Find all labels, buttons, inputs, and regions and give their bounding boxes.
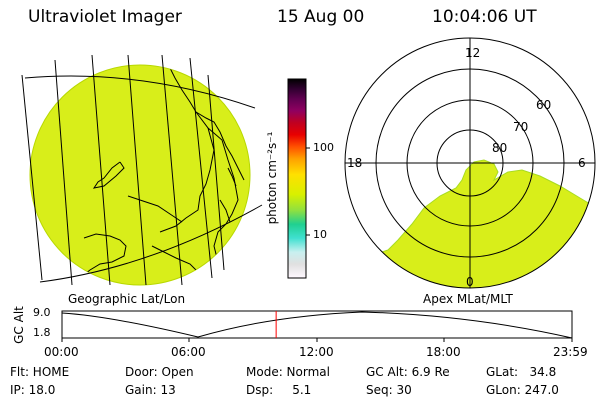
colorbar-gradient [287,78,307,279]
mlt-label-bottom: 0 [466,275,474,289]
timeline-x-tick-2: 12:00 [299,345,334,359]
timeline-x-tick-1: 06:00 [171,345,206,359]
altitude-curve [61,311,573,339]
mlt-label-left: 18 [347,156,363,170]
timeline-y-tick-top: 9.0 [33,306,51,319]
coastlines [79,65,245,279]
timeline-y-tick-bottom: 1.8 [33,326,51,339]
status-flight: Flt: HOME [10,365,70,379]
status-ip: IP: 18.0 [10,383,56,397]
status-mode: Mode: Normal [246,365,330,379]
status-gc-alt: GC Alt: 6.9 Re [366,365,450,379]
uv-emission-disk [29,64,251,286]
timeline-axis-label: GC Alt [12,306,26,344]
status-door: Door: Open [125,365,194,379]
status-glat: GLat: 34.8 [486,365,557,379]
mlat-label-60: 60 [536,98,552,112]
image-time: 10:04:06 UT [432,7,537,27]
mlt-label-top: 12 [465,46,481,60]
mlat-label-70: 70 [513,120,529,134]
timeline-ticks [61,338,573,342]
polar-panel-label: Apex MLat/MLT [423,292,513,306]
status-glon: GLon: 247.0 [486,383,559,397]
colorbar-tick-label-10: 10 [313,228,327,241]
geographic-panel-label: Geographic Lat/Lon [68,292,186,306]
polar-grid [344,37,596,289]
timeline-x-tick-0: 00:00 [44,345,79,359]
timeline-x-tick-3: 18:00 [426,345,461,359]
status-gain: Gain: 13 [125,383,176,397]
mlat-label-80: 80 [492,141,508,155]
status-dsp: Dsp: 5.1 [246,383,312,397]
instrument-title: Ultraviolet Imager [28,7,182,27]
graticule-parallels [24,75,263,283]
timeline-x-tick-4: 23:59 [553,345,588,359]
image-date: 15 Aug 00 [277,7,365,27]
mlt-label-right: 6 [578,156,586,170]
status-seq: Seq: 30 [366,383,412,397]
colorbar-tick-label-100: 100 [313,141,334,154]
graticule-meridians [21,54,225,286]
